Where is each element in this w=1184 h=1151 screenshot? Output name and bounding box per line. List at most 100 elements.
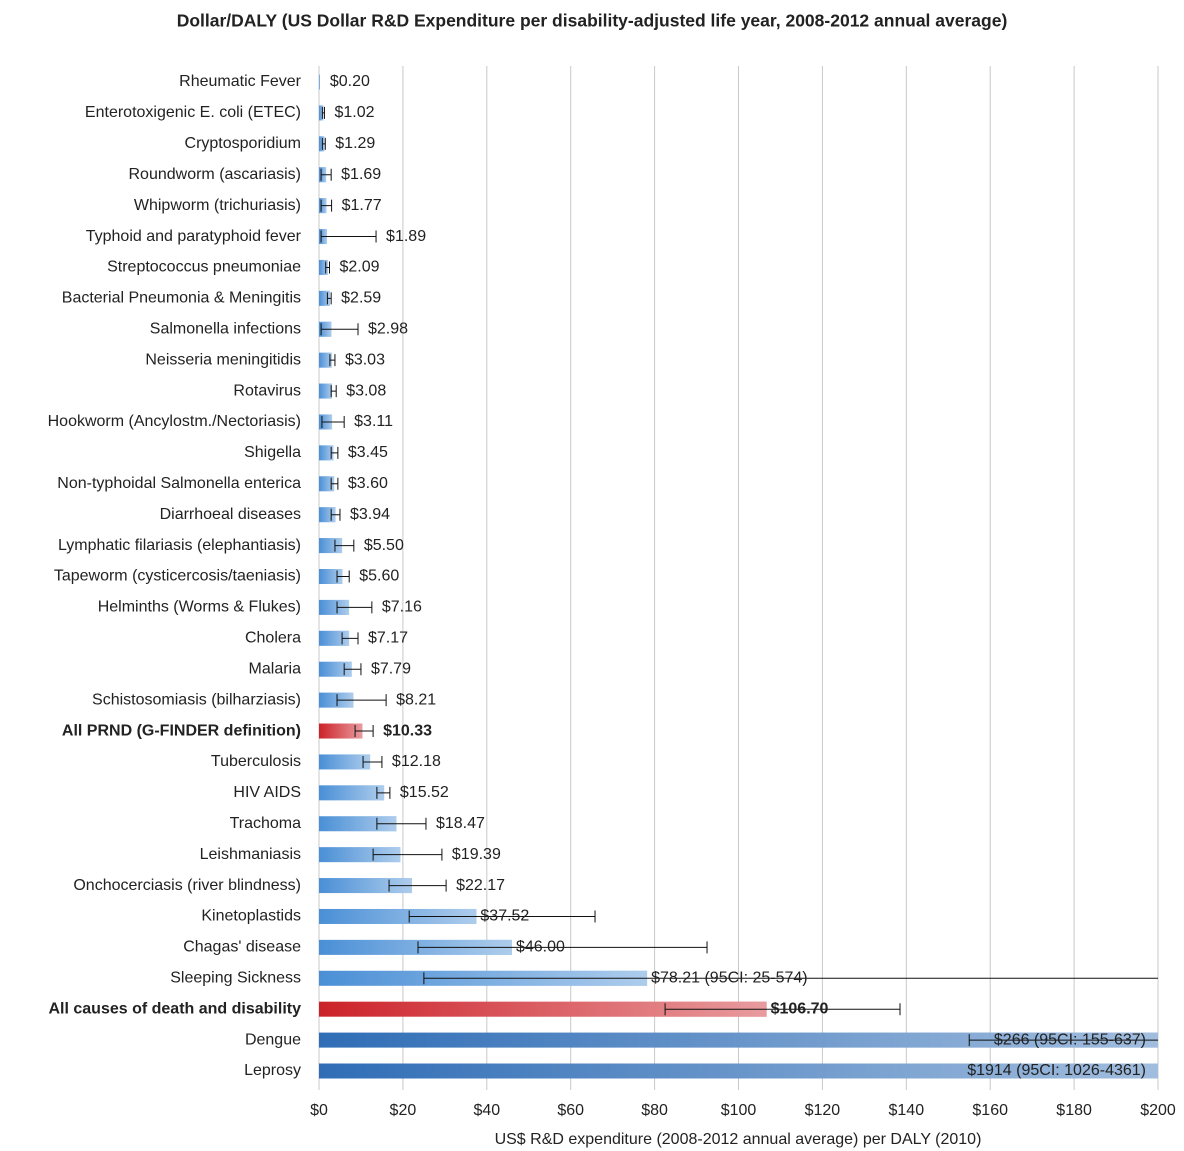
x-tick-label: $80 (641, 1102, 668, 1119)
category-label: Cryptosporidium (185, 135, 301, 152)
category-label: Bacterial Pneumonia & Meningitis (62, 290, 301, 307)
category-label: Whipworm (trichuriasis) (134, 197, 301, 214)
x-tick-label: $120 (805, 1102, 841, 1119)
error-bar (320, 230, 377, 243)
error-bar (321, 415, 345, 428)
value-label: $1914 (95CI: 1026-4361) (967, 1062, 1146, 1079)
value-label: $1.69 (341, 166, 381, 183)
category-label: Cholera (245, 630, 301, 647)
category-label: All PRND (G-FINDER definition) (62, 722, 301, 739)
bar-sheen (319, 1001, 767, 1017)
category-label: Rheumatic Fever (179, 73, 301, 90)
value-label: $266 (95CI: 155-637) (994, 1031, 1146, 1048)
bar-sheen (319, 908, 477, 924)
category-label: Leishmaniasis (200, 846, 301, 863)
bar-sheen (319, 538, 343, 554)
value-label: $1.77 (342, 197, 382, 214)
bar-sheen (319, 259, 328, 275)
value-label: $15.52 (400, 784, 449, 801)
bar-sheen (319, 785, 385, 801)
bar-sheen (319, 661, 352, 677)
error-bar (372, 848, 443, 861)
error-bar (408, 910, 596, 923)
value-label: $3.45 (348, 444, 388, 461)
error-bar (376, 786, 391, 799)
category-label: Dengue (245, 1031, 301, 1048)
error-bar (362, 755, 383, 768)
value-label: $106.70 (771, 1000, 829, 1017)
category-label: Helminths (Worms & Flukes) (98, 599, 301, 616)
value-label: $3.11 (354, 413, 393, 430)
category-label: Onchocerciasis (river blindness) (73, 877, 301, 894)
bar-sheen (319, 136, 325, 152)
category-label: Streptococcus pneumoniae (107, 259, 301, 276)
error-bar (325, 261, 330, 274)
error-bar (336, 694, 387, 707)
category-label: Kinetoplastids (201, 908, 301, 925)
bar-sheen (319, 445, 334, 461)
value-label: $1.02 (334, 104, 374, 121)
x-tick-label: $160 (972, 1102, 1008, 1119)
error-bar (388, 879, 447, 892)
value-label: $22.17 (456, 877, 505, 894)
error-bar (376, 817, 427, 830)
bar-sheen (319, 383, 332, 399)
error-bar (336, 601, 373, 614)
bar-sheen (319, 723, 363, 739)
category-label: Schistosomiasis (bilharziasis) (92, 691, 301, 708)
category-label: Typhoid and paratyphoid fever (86, 228, 302, 245)
value-label: $1.89 (386, 228, 426, 245)
category-label: Leprosy (244, 1062, 301, 1079)
error-bar (423, 972, 1158, 985)
category-label: Roundworm (ascariasis) (129, 166, 302, 183)
value-label: $7.79 (371, 660, 411, 677)
x-tick-label: $100 (721, 1102, 757, 1119)
bar-sheen (319, 939, 512, 955)
error-bar (321, 137, 326, 150)
value-label: $2.09 (339, 259, 379, 276)
category-label: All causes of death and disability (48, 1000, 301, 1017)
category-label: Trachoma (230, 815, 302, 832)
category-label: Rotavirus (233, 382, 301, 399)
value-label: $2.59 (341, 290, 381, 307)
value-label: $37.52 (480, 908, 529, 925)
error-bar (341, 632, 359, 645)
x-tick-label: $180 (1056, 1102, 1092, 1119)
x-tick-label: $60 (557, 1102, 584, 1119)
category-label: Tuberculosis (211, 753, 301, 770)
category-label: HIV AIDS (233, 784, 301, 801)
x-tick-label: $200 (1140, 1102, 1176, 1119)
category-label: Malaria (249, 660, 302, 677)
error-bar (354, 725, 374, 738)
category-label: Salmonella infections (150, 320, 301, 337)
category-label: Tapeworm (cysticercosis/taeniasis) (54, 568, 301, 585)
value-label: $7.16 (382, 599, 422, 616)
bar-sheen (319, 692, 354, 708)
error-bar (330, 477, 339, 490)
error-bar (968, 1034, 1158, 1047)
bar-sheen (319, 754, 371, 770)
value-label: $3.03 (345, 351, 385, 368)
x-tick-label: $20 (390, 1102, 417, 1119)
value-label: $8.21 (396, 691, 436, 708)
error-bar (343, 663, 362, 676)
bar-sheen (319, 1063, 1158, 1079)
error-bar (320, 199, 333, 212)
error-bar (320, 168, 332, 181)
value-label: $5.60 (359, 568, 399, 585)
bar-sheen (319, 352, 332, 368)
bar-sheen (319, 105, 324, 121)
category-label: Diarrhoeal diseases (160, 506, 301, 523)
value-label: $2.98 (368, 320, 408, 337)
category-label: Enterotoxigenic E. coli (ETEC) (85, 104, 301, 121)
category-label: Sleeping Sickness (170, 970, 301, 987)
error-bar (417, 941, 708, 954)
category-label: Non-typhoidal Salmonella enterica (57, 475, 301, 492)
error-bar (330, 385, 337, 398)
error-bar (321, 106, 325, 119)
bar-sheen (319, 74, 320, 90)
value-label: $7.17 (368, 630, 408, 647)
value-label: $3.60 (348, 475, 388, 492)
value-label: $10.33 (383, 722, 432, 739)
